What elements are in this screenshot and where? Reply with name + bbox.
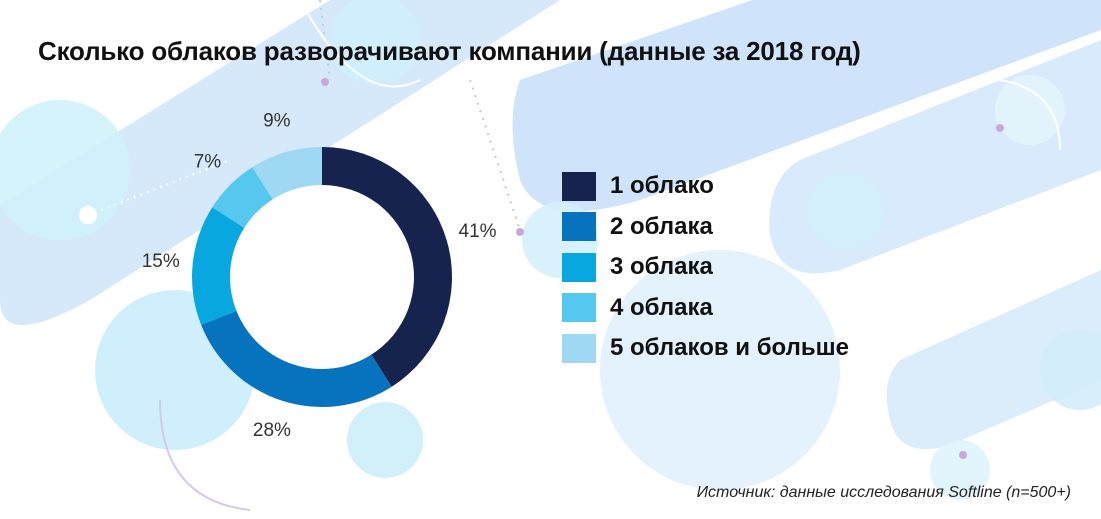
percent-label-2: 28% xyxy=(253,420,291,441)
legend-label: 1 облако xyxy=(610,172,714,200)
background-bubble xyxy=(0,100,130,240)
legend-swatch xyxy=(562,252,596,282)
background-bubble xyxy=(807,172,883,248)
percent-labels: 41% 28% 15% 7% 9% xyxy=(142,110,497,441)
background-bubble xyxy=(330,0,420,85)
donut-slice-5 xyxy=(252,147,322,200)
legend-item-1: 1 облако xyxy=(562,166,849,207)
legend: 1 облако 2 облака 3 облака 4 облака 5 облако… xyxy=(562,166,849,369)
donut-slice-2 xyxy=(201,310,392,407)
source-note: Источник: данные исследования Softline (… xyxy=(696,484,1071,501)
legend-label: 3 облака xyxy=(610,253,713,281)
background-dot xyxy=(79,206,97,224)
percent-label-3: 15% xyxy=(142,251,180,272)
percent-label-5: 9% xyxy=(263,110,291,131)
background-bubble xyxy=(600,250,840,490)
background-dot xyxy=(959,451,967,459)
percent-label-1: 41% xyxy=(459,221,497,242)
donut-slice-4 xyxy=(212,167,273,228)
background-dot xyxy=(996,124,1004,132)
legend-label: 2 облака xyxy=(610,212,713,240)
legend-label: 4 облака xyxy=(610,293,713,321)
legend-swatch xyxy=(562,293,596,323)
legend-swatch xyxy=(562,212,596,242)
background-stripe xyxy=(512,0,1101,212)
background-dot xyxy=(516,228,524,236)
dotted-line xyxy=(87,159,231,216)
donut-slices xyxy=(192,147,452,407)
legend-item-4: 4 облака xyxy=(562,288,849,329)
background-arc xyxy=(299,0,421,88)
background-bubble xyxy=(1040,330,1101,410)
background-bubble xyxy=(930,440,990,500)
legend-swatch xyxy=(562,171,596,201)
legend-item-3: 3 облака xyxy=(562,247,849,288)
background-stripe xyxy=(886,270,1101,450)
background-dot xyxy=(321,78,329,86)
donut-slice-1 xyxy=(322,147,452,387)
donut-slice-3 xyxy=(192,207,245,325)
background-lines xyxy=(79,0,1061,511)
background-bubble xyxy=(995,75,1065,145)
legend-item-5: 5 облаков и больше xyxy=(562,328,849,369)
background-arc xyxy=(999,79,1061,151)
legend-item-2: 2 облака xyxy=(562,207,849,248)
legend-swatch xyxy=(562,333,596,363)
percent-label-4: 7% xyxy=(194,151,222,172)
legend-label: 5 облаков и больше xyxy=(610,334,849,362)
chart-title: Сколько облаков разворачивают компании (… xyxy=(38,36,861,66)
background-bubble xyxy=(347,402,423,478)
background-arc xyxy=(159,399,251,511)
